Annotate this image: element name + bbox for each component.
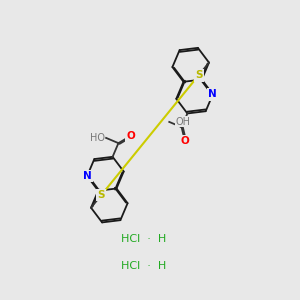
Text: HO: HO xyxy=(90,133,105,143)
Text: OH: OH xyxy=(176,117,191,127)
Text: HCl  ·  H: HCl · H xyxy=(122,261,167,271)
Text: S: S xyxy=(98,190,105,200)
Text: N: N xyxy=(208,89,217,99)
Text: HCl  ·  H: HCl · H xyxy=(122,234,167,244)
Text: O: O xyxy=(126,131,135,141)
Text: S: S xyxy=(195,70,202,80)
Text: O: O xyxy=(180,136,189,146)
Text: N: N xyxy=(83,171,92,181)
